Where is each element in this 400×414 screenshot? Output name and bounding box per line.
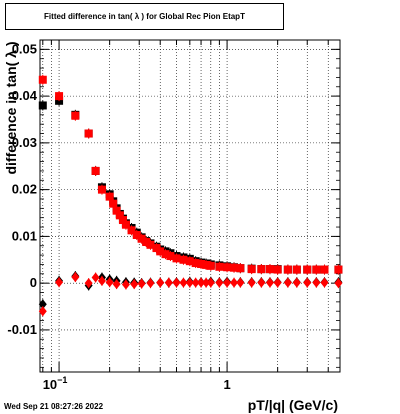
data-point-diamond [97, 275, 106, 286]
data-point-square [38, 75, 47, 84]
data-point-square [84, 129, 93, 138]
data-point-square [230, 263, 239, 272]
data-point-square [197, 259, 206, 268]
data-point-diamond [292, 277, 301, 288]
data-point-diamond [191, 277, 200, 288]
data-point-square [142, 238, 151, 247]
data-point-diamond [185, 277, 194, 288]
data-point-square [146, 240, 155, 249]
data-point-square [118, 216, 127, 225]
data-point-square [257, 265, 266, 274]
data-point-diamond [320, 277, 329, 288]
y-axis-label: difference in tan( λ ) [3, 41, 19, 175]
data-point-diamond [257, 277, 266, 288]
y-tick-label: 0.05 [12, 41, 37, 56]
data-point-diamond [55, 277, 64, 288]
data-point-square [121, 220, 130, 229]
data-point-diamond [247, 277, 256, 288]
data-point-square [127, 226, 136, 235]
y-tick-label: 0.01 [12, 228, 37, 243]
data-point-square [172, 254, 181, 263]
data-point-diamond [273, 277, 282, 288]
data-point-square [273, 265, 282, 274]
data-point-square [179, 255, 188, 264]
data-point-square [320, 265, 329, 274]
data-point-diamond [202, 277, 211, 288]
data-point-square [312, 265, 321, 274]
data-point-square [97, 185, 106, 194]
y-tick-label: 0.02 [12, 182, 37, 197]
data-point-square [115, 211, 124, 220]
data-point-square [215, 262, 224, 271]
y-tick-label: -0.01 [7, 322, 37, 337]
data-point-square [283, 265, 292, 274]
y-tick-label: 0 [30, 275, 37, 290]
data-point-diamond [156, 277, 165, 288]
data-point-square [105, 192, 114, 201]
data-point-diamond [38, 306, 47, 317]
data-point-diamond [215, 277, 224, 288]
chart-title: Fitted difference in tan( λ ) for Global… [44, 12, 245, 21]
data-point-square [38, 101, 47, 110]
x-tick-label: 1 [223, 377, 230, 392]
data-point-square [292, 265, 301, 274]
data-point-diamond [164, 277, 173, 288]
data-point-diamond [91, 272, 100, 283]
timestamp: Wed Sep 21 08:27:26 2022 [4, 402, 104, 411]
data-point-square [55, 92, 64, 101]
data-point-diamond [283, 277, 292, 288]
data-point-square [185, 257, 194, 266]
data-point-diamond [71, 272, 80, 283]
data-point-square [91, 166, 100, 175]
data-point-diamond [334, 278, 343, 289]
data-point-square [303, 265, 312, 274]
data-point-diamond [146, 278, 155, 289]
data-point-diamond [112, 279, 121, 290]
data-point-diamond [84, 278, 93, 289]
data-point-square [156, 247, 165, 256]
data-point-square [223, 263, 232, 272]
data-point-square [132, 230, 141, 239]
data-point-diamond [137, 278, 146, 289]
data-point-diamond [312, 277, 321, 288]
data-point-diamond [121, 279, 130, 290]
y-tick-label: 0.04 [12, 88, 38, 103]
data-point-diamond [130, 279, 139, 290]
data-point-square [206, 261, 215, 270]
data-point-diamond [206, 277, 215, 288]
data-point-square [112, 206, 121, 215]
data-point-square [191, 259, 200, 268]
data-point-diamond [197, 277, 206, 288]
data-point-square [137, 234, 146, 243]
data-point-diamond [236, 277, 245, 288]
data-point-square [109, 199, 118, 208]
x-axis-label: pT/|q| (GeV/c) [247, 397, 338, 413]
data-point-diamond [179, 277, 188, 288]
data-point-diamond [105, 277, 114, 288]
data-point-diamond [172, 277, 181, 288]
data-point-square [334, 265, 343, 274]
data-point-square [166, 252, 175, 261]
data-point-square [236, 264, 245, 273]
data-point-diamond [303, 277, 312, 288]
data-point-square [265, 265, 274, 274]
y-tick-label: 0.03 [12, 135, 37, 150]
data-point-diamond [265, 277, 274, 288]
data-point-diamond [38, 299, 47, 310]
data-point-diamond [223, 277, 232, 288]
data-point-square [71, 111, 80, 120]
chart-title-box: Fitted difference in tan( λ ) for Global… [5, 3, 284, 30]
x-tick-label: 10−1 [43, 375, 68, 392]
data-point-square [202, 260, 211, 269]
y-axis-label-box: difference in tan( λ ) [2, 40, 20, 176]
data-point-square [247, 265, 256, 274]
data-point-square [161, 250, 170, 259]
data-point-diamond [230, 277, 239, 288]
